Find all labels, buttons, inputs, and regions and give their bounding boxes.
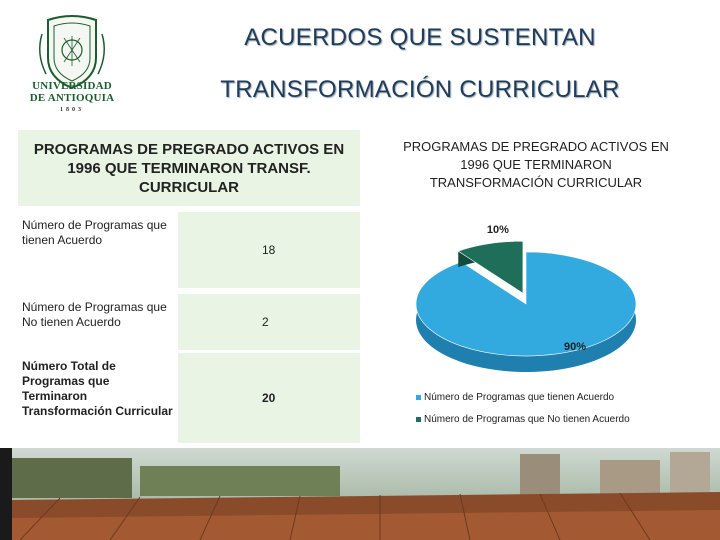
pie-data-label: 90% [564, 341, 586, 353]
legend-swatch [416, 395, 421, 400]
page-title-line2: TRANSFORMACIÓN CURRICULAR [220, 76, 620, 103]
row-label: Número de Programas que tienen Acuerdo [18, 212, 178, 288]
table-row-total: Número Total de Programas que Terminaron… [18, 353, 360, 443]
table-header: PROGRAMAS DE PREGRADO ACTIVOS EN 1996 QU… [18, 130, 360, 206]
page-title-line1: ACUERDOS QUE SUSTENTAN [244, 24, 596, 51]
legend-item: Número de Programas que No tienen Acuerd… [416, 414, 630, 425]
row-value: 20 [178, 353, 360, 443]
row-label: Número de Programas que No tienen Acuerd… [18, 294, 178, 350]
table-row: Número de Programas que No tienen Acuerd… [18, 294, 360, 350]
logo-year: 1803 [60, 107, 84, 113]
campus-photo [0, 448, 720, 540]
legend-label: Número de Programas que tienen Acuerdo [424, 392, 615, 403]
pie-data-label: 10% [487, 224, 509, 236]
pie-slice [415, 251, 637, 357]
logo-text-line1: UNIVERSIDAD [32, 80, 112, 92]
pie-slice [457, 240, 524, 294]
legend-swatch [416, 417, 421, 422]
chart-title: PROGRAMAS DE PREGRADO ACTIVOS EN 1996 QU… [403, 139, 669, 190]
table-row: Número de Programas que tienen Acuerdo 1… [18, 212, 360, 288]
legend-item: Número de Programas que tienen Acuerdo [416, 392, 614, 403]
row-value: 2 [178, 294, 360, 350]
coat-of-arms-icon [39, 15, 105, 90]
row-value: 18 [178, 212, 360, 288]
legend-label: Número de Programas que No tienen Acuerd… [424, 414, 630, 425]
logo-wordmark: UNIVERSIDAD DE ANTIOQUIA 1803 [22, 80, 122, 116]
row-label: Número Total de Programas que Terminaron… [18, 353, 178, 443]
logo-text-line2: DE ANTIOQUIA [29, 92, 115, 104]
